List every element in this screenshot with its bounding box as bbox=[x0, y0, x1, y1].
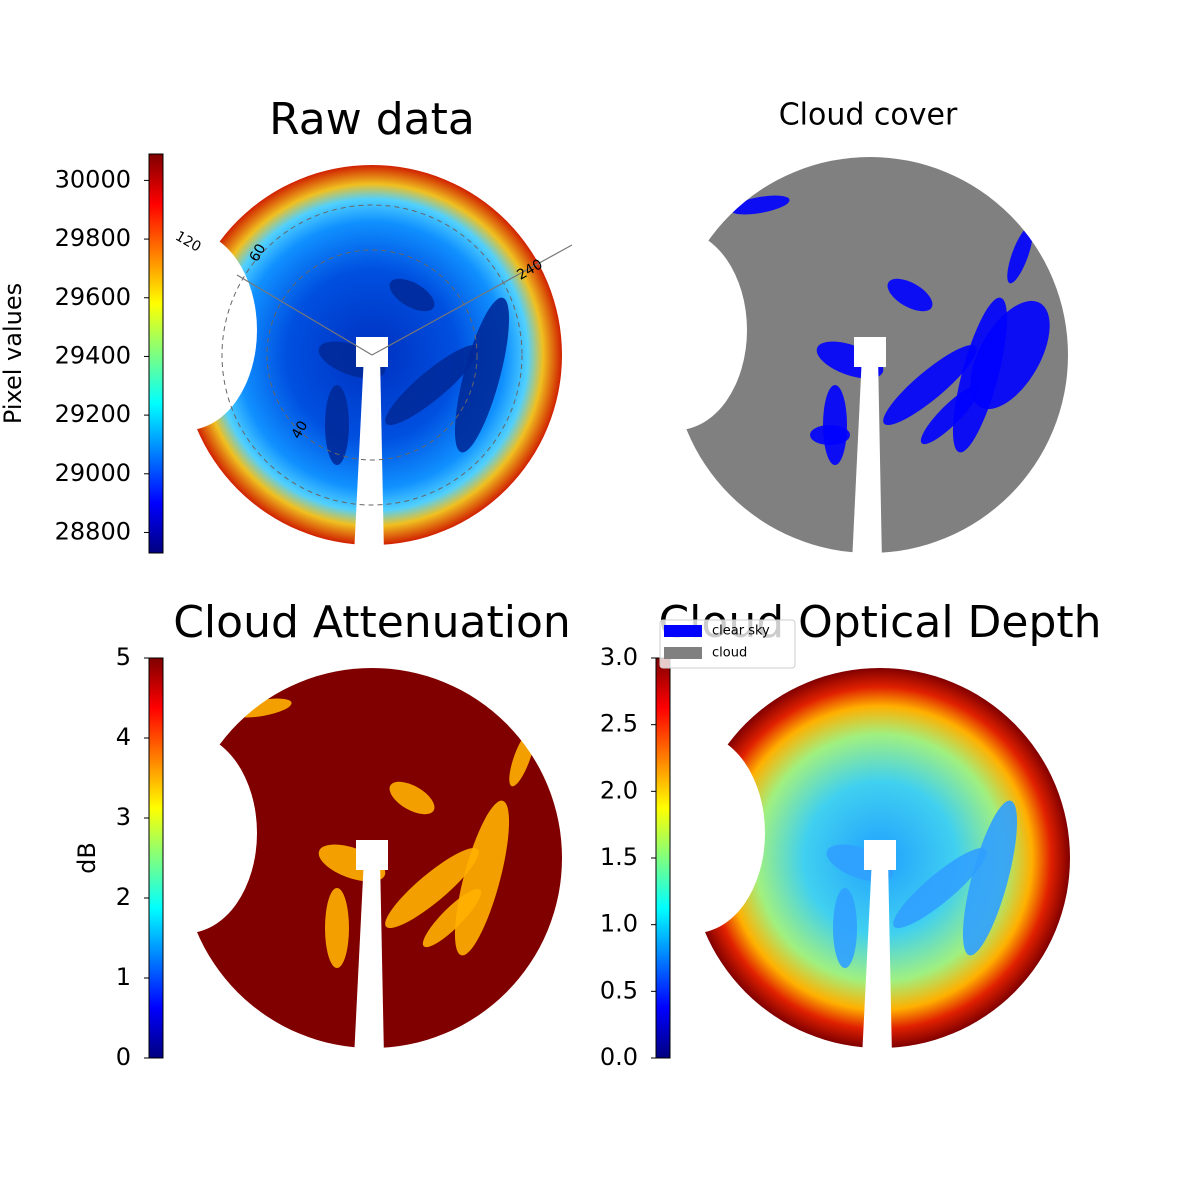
sky-patch bbox=[730, 195, 790, 215]
colorbar bbox=[148, 153, 164, 554]
sky-patch bbox=[816, 341, 884, 379]
colorbar-tick-label: 29600 bbox=[55, 283, 131, 311]
colorbar-tick-label: 2.0 bbox=[600, 776, 638, 804]
sky-image bbox=[182, 165, 562, 545]
sky-image bbox=[690, 668, 1070, 1048]
sky-patch bbox=[883, 344, 977, 426]
colorbar-tick-label: 1.5 bbox=[600, 843, 638, 871]
colorbar bbox=[655, 657, 671, 1059]
panel-title: Cloud Attenuation bbox=[173, 597, 571, 648]
panel-title: Raw data bbox=[269, 94, 475, 145]
sky-image bbox=[672, 157, 1068, 553]
sky-patch bbox=[318, 341, 386, 379]
sky-patch bbox=[385, 847, 479, 929]
colorbar-tick-label: 2.5 bbox=[600, 710, 638, 738]
colorbar-tick-label: 29000 bbox=[55, 459, 131, 487]
sky-patch bbox=[970, 300, 1050, 410]
colorbar-tick-label: 2 bbox=[116, 883, 131, 911]
panel-title: Cloud cover bbox=[779, 98, 958, 133]
sky-patch bbox=[1007, 226, 1033, 284]
colorbar-tick-label: 29400 bbox=[55, 341, 131, 369]
sky-patch bbox=[325, 888, 349, 968]
colorbar-tick-label: 4 bbox=[116, 723, 131, 751]
sky-patch bbox=[389, 781, 435, 815]
sky-patch bbox=[887, 278, 933, 312]
polar-axis bbox=[371, 244, 573, 356]
sky-patch bbox=[826, 844, 894, 882]
colorbar-tick-label: 5 bbox=[116, 643, 131, 671]
colorbar-tick-label: 30000 bbox=[55, 165, 131, 193]
sky-patch bbox=[454, 297, 510, 453]
sky-patch bbox=[454, 800, 510, 956]
legend-swatch bbox=[664, 647, 702, 659]
sky-patch bbox=[232, 698, 292, 718]
sky-patch bbox=[833, 888, 857, 968]
sky-patch bbox=[810, 425, 850, 445]
polar-label: 40 bbox=[289, 418, 312, 441]
colorbar-label: dB bbox=[73, 842, 101, 874]
sky-patch bbox=[385, 344, 479, 426]
colorbar-tick-label: 1.0 bbox=[600, 910, 638, 938]
legend-swatch bbox=[664, 625, 702, 637]
colorbar-tick-label: 3.0 bbox=[600, 643, 638, 671]
colorbar-tick-label: 29200 bbox=[55, 400, 131, 428]
sky-patch bbox=[893, 847, 987, 929]
colorbar-tick-label: 0.0 bbox=[600, 1043, 638, 1071]
colorbar-label: Pixel values bbox=[0, 283, 27, 424]
colorbar-tick-label: 0 bbox=[116, 1043, 131, 1071]
colorbar-tick-label: 3 bbox=[116, 803, 131, 831]
colorbar-tick-label: 28800 bbox=[55, 517, 131, 545]
polar-label: 60 bbox=[247, 241, 270, 264]
colorbar-tick-label: 0.5 bbox=[600, 976, 638, 1004]
legend-label: clear sky bbox=[712, 624, 770, 639]
sky-patch bbox=[389, 278, 435, 312]
sky-patch bbox=[318, 844, 386, 882]
legend-label: cloud bbox=[712, 646, 747, 661]
sky-image bbox=[182, 668, 562, 1048]
polar-grid bbox=[221, 204, 523, 506]
sky-patch bbox=[823, 385, 847, 465]
sky-patch bbox=[920, 385, 980, 445]
polar-axis bbox=[236, 274, 373, 356]
colorbar bbox=[148, 657, 164, 1059]
polar-grid bbox=[266, 249, 478, 461]
sky-patch bbox=[422, 888, 482, 948]
sky-patch bbox=[962, 800, 1018, 956]
sky-patch bbox=[325, 385, 349, 465]
colorbar-tick-label: 1 bbox=[116, 963, 131, 991]
sky-patch bbox=[509, 729, 535, 787]
colorbar-tick-label: 29800 bbox=[55, 224, 131, 252]
